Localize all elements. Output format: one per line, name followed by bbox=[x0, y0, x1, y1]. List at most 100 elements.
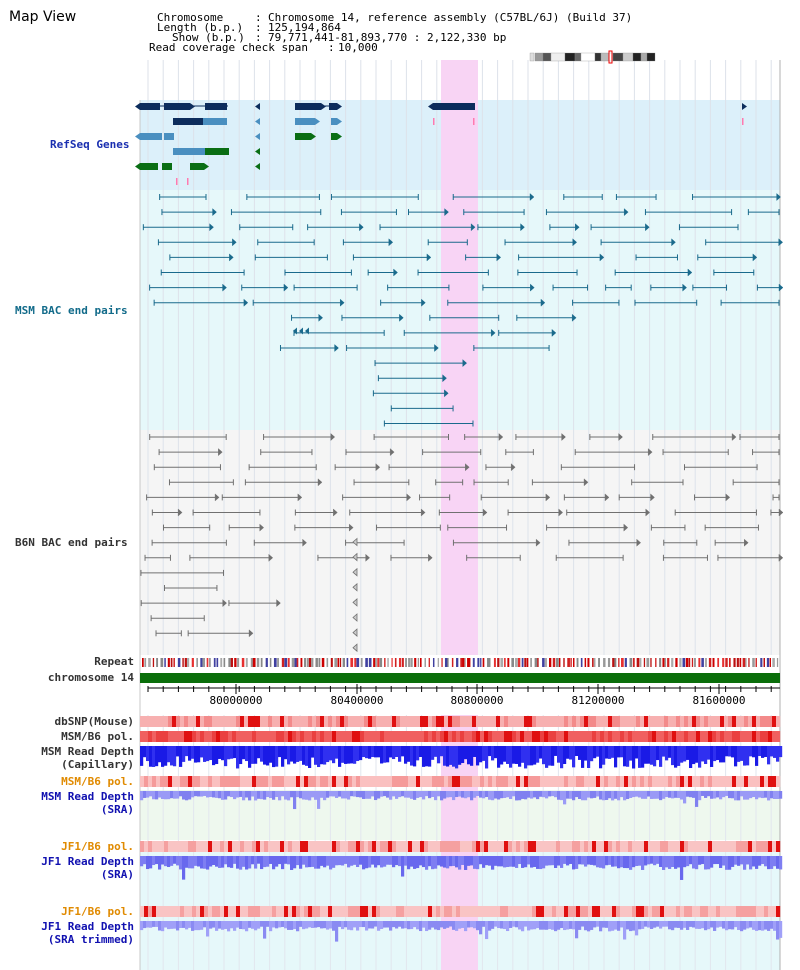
jf1-b6-pol-cell bbox=[232, 841, 237, 852]
msm-depth-capillary-bar bbox=[398, 746, 402, 762]
dbsnp-cell bbox=[368, 716, 373, 727]
b6n-bac-end-pair-arrow bbox=[349, 523, 354, 532]
jf1-b6-pol-cell bbox=[764, 841, 769, 852]
msm-depth-sra-bar bbox=[506, 791, 510, 798]
msm-depth-capillary-bar bbox=[749, 746, 753, 757]
dbsnp-cell bbox=[228, 716, 233, 727]
jf1-depth-sra-bar bbox=[329, 856, 333, 870]
jf1-b6-pol-cell bbox=[516, 841, 521, 852]
msm-depth-sra-bar bbox=[722, 791, 726, 798]
msm-b6-pol-2-cell bbox=[236, 776, 241, 787]
track-label-msm-depth-sra-sub: (SRA) bbox=[100, 803, 134, 816]
repeat-element bbox=[497, 658, 500, 667]
repeat-element bbox=[712, 658, 715, 667]
msm-b6-pol-cell bbox=[504, 731, 509, 742]
msm-b6-pol-cell bbox=[488, 731, 493, 742]
jf1-depth-trimmed-bar bbox=[605, 921, 609, 928]
jf1-b6-pol-cell bbox=[140, 841, 145, 852]
msm-depth-capillary-bar bbox=[677, 746, 681, 766]
track-label-b6n-bac[interactable]: B6N BAC end pairs bbox=[15, 536, 128, 549]
refseq-tick bbox=[742, 118, 744, 125]
jf1-b6-pol-2-cell bbox=[204, 906, 209, 917]
jf1-b6-pol-cell bbox=[252, 841, 257, 852]
msm-depth-capillary-bar bbox=[746, 746, 750, 766]
track-label-msm-bac[interactable]: MSM BAC end pairs bbox=[15, 304, 128, 317]
repeat-element bbox=[742, 658, 746, 667]
msm-b6-pol-2-cell bbox=[696, 776, 701, 787]
jf1-depth-sra-bar bbox=[326, 856, 330, 866]
msm-b6-pol-2-cell bbox=[692, 776, 697, 787]
msm-depth-sra-bar bbox=[467, 791, 471, 798]
jf1-depth-trimmed-bar bbox=[386, 921, 390, 928]
jf1-b6-pol-2-cell bbox=[608, 906, 613, 917]
jf1-depth-trimmed-bar bbox=[689, 921, 693, 927]
gene-strand-arrow bbox=[742, 103, 747, 110]
msm-depth-sra-bar bbox=[485, 791, 489, 798]
repeat-element bbox=[511, 658, 515, 667]
msm-b6-pol-cell bbox=[708, 731, 713, 742]
jf1-depth-trimmed-bar bbox=[374, 921, 378, 927]
msm-b6-pol-2-cell bbox=[300, 776, 305, 787]
jf1-b6-pol-2-cell bbox=[572, 906, 577, 917]
jf1-depth-sra-bar bbox=[290, 856, 294, 870]
jf1-depth-sra-bar bbox=[515, 856, 519, 868]
jf1-b6-pol-2-cell bbox=[732, 906, 737, 917]
jf1-b6-pol-2-cell bbox=[640, 906, 645, 917]
repeat-element bbox=[507, 658, 510, 667]
jf1-b6-pol-2-cell bbox=[492, 906, 497, 917]
msm-depth-capillary-bar bbox=[218, 746, 222, 759]
msm-depth-capillary-bar bbox=[170, 746, 174, 766]
msm-b6-pol-2-cell bbox=[252, 776, 257, 787]
msm-b6-pol-cell bbox=[464, 731, 469, 742]
jf1-b6-pol-2-cell bbox=[740, 906, 745, 917]
jf1-depth-trimmed-bar bbox=[533, 921, 537, 930]
msm-b6-pol-2-cell bbox=[312, 776, 317, 787]
jf1-depth-sra-bar bbox=[419, 856, 423, 866]
jf1-depth-sra-bar bbox=[644, 856, 648, 866]
jf1-depth-sra-bar bbox=[551, 856, 555, 866]
msm-b6-pol-2-cell bbox=[180, 776, 185, 787]
msm-b6-pol-cell bbox=[344, 731, 349, 742]
jf1-depth-sra-bar bbox=[449, 856, 453, 867]
msm-depth-sra-bar bbox=[263, 791, 267, 800]
jf1-b6-pol-2-cell bbox=[404, 906, 409, 917]
msm-b6-pol-2-cell bbox=[540, 776, 545, 787]
jf1-b6-pol-2-cell bbox=[508, 906, 513, 917]
repeat-element bbox=[444, 658, 448, 667]
msm-depth-sra-bar bbox=[353, 791, 357, 797]
jf1-b6-pol-cell bbox=[176, 841, 181, 852]
msm-depth-sra-bar bbox=[455, 791, 459, 798]
track-label-refseq[interactable]: RefSeq Genes bbox=[50, 138, 130, 151]
jf1-b6-pol-cell bbox=[368, 841, 373, 852]
msm-depth-sra-bar bbox=[386, 791, 390, 798]
jf1-depth-trimmed-bar bbox=[302, 921, 306, 930]
msm-depth-sra-bar bbox=[623, 791, 627, 801]
msm-b6-pol-cell bbox=[368, 731, 373, 742]
msm-depth-capillary-bar bbox=[734, 746, 738, 767]
msm-b6-pol-2-cell bbox=[396, 776, 401, 787]
msm-bac-end-pair-arrow bbox=[393, 268, 398, 277]
msm-depth-sra-bar bbox=[152, 791, 156, 800]
msm-depth-capillary-bar bbox=[389, 746, 393, 758]
msm-depth-capillary-bar bbox=[626, 746, 630, 767]
msm-depth-capillary-bar bbox=[725, 746, 729, 757]
repeat-element bbox=[334, 658, 338, 667]
msm-bac-end-pair-arrow bbox=[575, 223, 580, 232]
msm-depth-capillary-bar bbox=[455, 746, 459, 769]
msm-depth-capillary-bar bbox=[668, 746, 672, 758]
msm-depth-sra-bar bbox=[503, 791, 507, 798]
msm-depth-capillary-bar bbox=[584, 746, 588, 761]
refseq-tick bbox=[433, 118, 435, 125]
msm-depth-sra-bar bbox=[473, 791, 477, 798]
msm-depth-capillary-bar bbox=[422, 746, 426, 767]
dbsnp-cell bbox=[680, 716, 685, 727]
msm-b6-pol-cell bbox=[476, 731, 481, 742]
b6n-bac-end-pair-arrow bbox=[510, 463, 516, 472]
msm-depth-capillary-bar bbox=[458, 746, 462, 765]
msm-bac-end-pair-arrow bbox=[283, 283, 289, 292]
dbsnp-cell bbox=[364, 716, 369, 727]
msm-depth-sra-bar bbox=[524, 791, 528, 800]
jf1-depth-sra-bar bbox=[464, 856, 468, 870]
repeat-element bbox=[447, 658, 449, 667]
